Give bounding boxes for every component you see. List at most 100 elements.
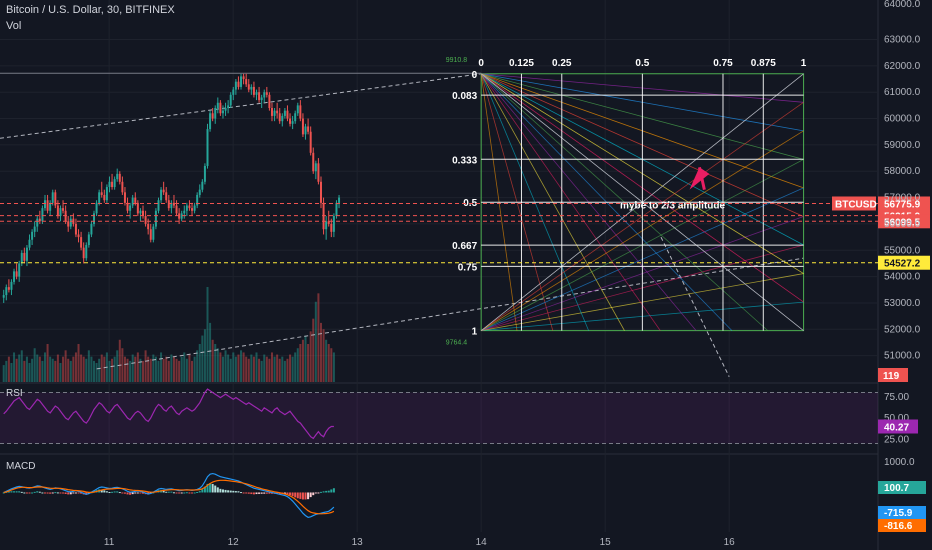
volume-bar: [69, 360, 72, 382]
macd-histogram-bar: [211, 483, 214, 493]
candle-body: [296, 105, 299, 114]
macd-tick-label: 1000.0: [884, 457, 915, 468]
candle-body: [307, 126, 310, 132]
macd-histogram-bar: [59, 492, 62, 494]
annotation-text[interactable]: mybe to 2/3 amplitude: [620, 200, 725, 211]
candle-body: [103, 194, 106, 201]
macd-histogram-bar: [36, 491, 39, 493]
macd-histogram-bar: [118, 492, 121, 494]
candle-body: [172, 202, 175, 206]
macd-histogram-bar: [237, 491, 240, 493]
macd-histogram-bar: [74, 492, 77, 494]
macd-histogram-bar: [69, 492, 72, 495]
candle-body: [234, 81, 237, 90]
candle-body: [309, 131, 312, 153]
volume-bar: [258, 358, 261, 382]
macd-histogram-bar: [224, 489, 227, 493]
gann-top-label: 1: [801, 58, 807, 69]
y-tick-label: 59000.0: [884, 140, 921, 151]
price-level-badge[interactable]: [878, 196, 930, 211]
rsi-value-badge[interactable]: [878, 419, 918, 434]
candle-body: [43, 200, 46, 209]
macd-histogram-bar: [20, 491, 23, 493]
candle-body: [237, 81, 240, 87]
macd-histogram-bar: [43, 492, 46, 494]
macd-histogram-bar: [245, 492, 248, 494]
candle-body: [136, 202, 139, 214]
candle-body: [291, 121, 294, 124]
candle-body: [90, 223, 93, 235]
candle-body: [23, 252, 26, 261]
y-tick-label: 58000.0: [884, 166, 921, 177]
volume-bar: [286, 358, 289, 382]
macd-histogram-bar: [103, 490, 106, 493]
macd-histogram-bar: [113, 491, 116, 493]
macd-histogram-bar: [175, 492, 178, 494]
candle-body: [314, 163, 317, 172]
macd-value-badge[interactable]: [878, 506, 926, 519]
candle-body: [278, 113, 281, 122]
volume-bar: [319, 322, 322, 382]
volume-badge[interactable]: [878, 368, 908, 382]
volume-bar: [43, 352, 46, 382]
gann-left-label: 0.083: [452, 91, 477, 102]
macd-histogram-bar: [263, 492, 266, 494]
annotation-arrow-icon: [689, 167, 710, 190]
macd-histogram-bar: [62, 492, 65, 494]
gann-left-label: 0.667: [452, 241, 477, 252]
macd-value: -715.9: [884, 508, 913, 519]
volume-bar: [131, 354, 134, 382]
candle-body: [165, 192, 168, 201]
volume-bar: [31, 358, 34, 382]
candle-body: [276, 110, 279, 114]
macd-value-badge[interactable]: [878, 519, 926, 532]
volume-bar: [252, 356, 255, 382]
candle-body: [325, 221, 328, 230]
volume-bar: [250, 354, 253, 382]
volume-bar: [54, 360, 57, 382]
candle-body: [131, 197, 134, 206]
rsi-tick-label: 75.00: [884, 392, 909, 403]
candle-body: [312, 152, 315, 172]
rsi-label[interactable]: RSI: [6, 388, 23, 399]
volume-bar: [317, 293, 320, 382]
gann-left-label: 1: [472, 327, 478, 338]
volume-bar: [123, 356, 126, 382]
volume-bar: [172, 356, 175, 382]
candle-body: [54, 192, 57, 206]
macd-label[interactable]: MACD: [6, 461, 35, 472]
volume-bar: [167, 360, 170, 382]
macd-histogram-bar: [54, 492, 57, 494]
macd-histogram-bar: [209, 483, 212, 493]
candle-body: [15, 271, 18, 277]
volume-bar: [188, 354, 191, 382]
volume-bar: [67, 358, 70, 382]
gann-top-label: 0.125: [509, 58, 534, 69]
candle-body: [265, 92, 268, 95]
candle-body: [20, 252, 23, 264]
price-level-badge[interactable]: [878, 255, 930, 270]
macd-histogram-bar: [38, 491, 41, 493]
volume-bar: [304, 335, 307, 382]
candle-body: [219, 102, 222, 114]
volume-bar: [64, 350, 67, 382]
macd-value-badge[interactable]: [878, 481, 926, 494]
symbol-tag[interactable]: [832, 196, 876, 211]
candle-body: [201, 181, 204, 190]
macd-histogram-bar: [188, 492, 191, 494]
volume-bar: [265, 356, 268, 382]
macd-histogram-bar: [317, 492, 320, 494]
macd-histogram-bar: [312, 492, 315, 496]
candle-body: [139, 210, 142, 214]
price-level-badge[interactable]: [878, 214, 930, 229]
macd-histogram-bar: [196, 491, 199, 493]
volume-bar: [74, 352, 77, 382]
candle-body: [224, 108, 227, 111]
macd-histogram-bar: [67, 492, 70, 495]
macd-histogram-bar: [142, 492, 145, 494]
macd-histogram-bar: [314, 492, 317, 494]
candle-body: [263, 92, 266, 98]
volume-bar: [36, 354, 39, 382]
symbol-title[interactable]: Bitcoin / U.S. Dollar, 30, BITFINEX: [6, 4, 175, 16]
